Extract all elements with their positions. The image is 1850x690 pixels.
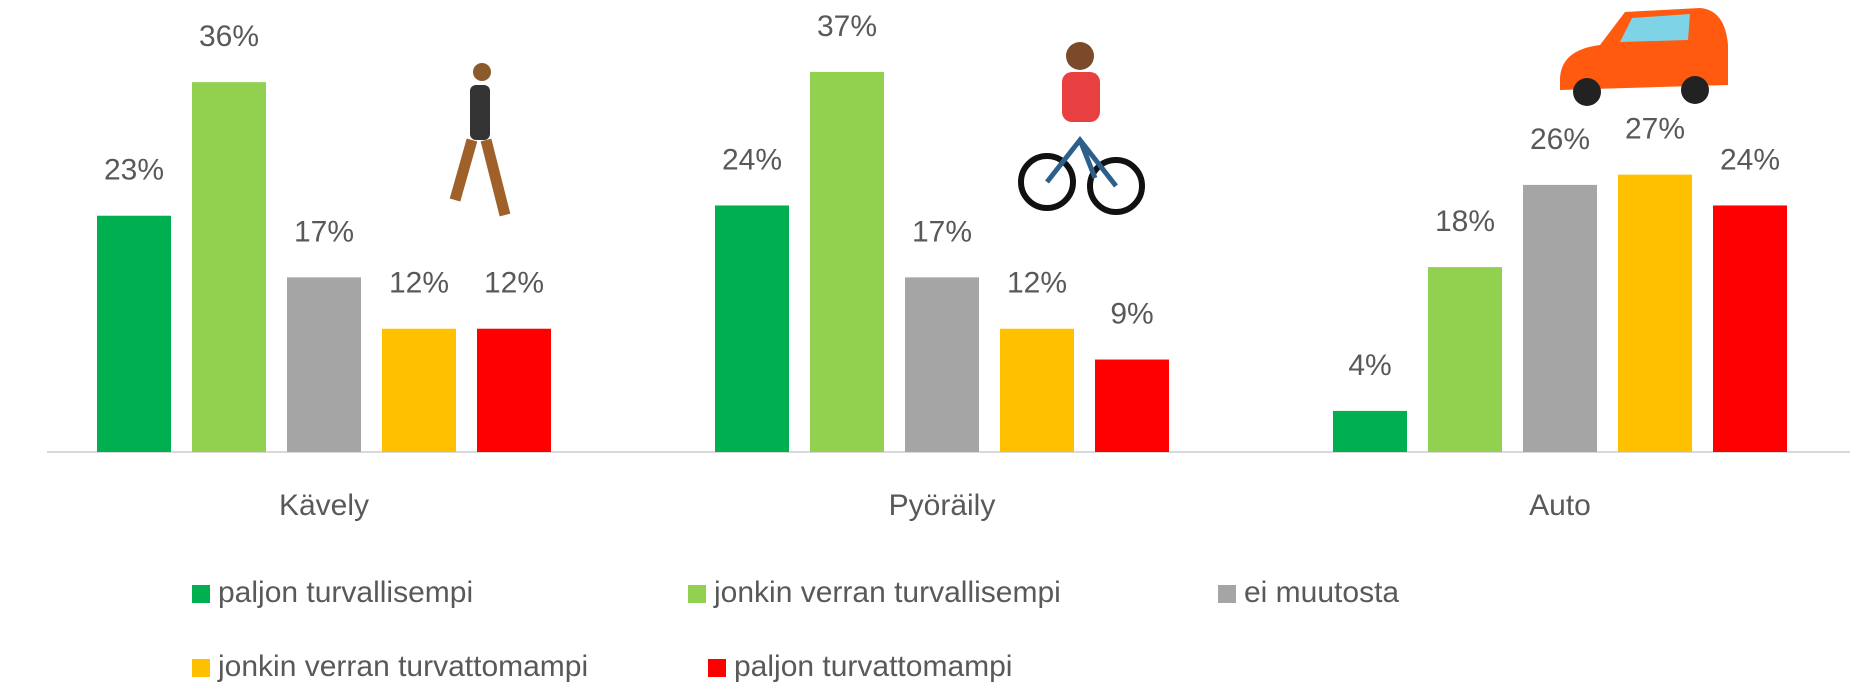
bar bbox=[97, 216, 171, 452]
page: 23% 24% 4% 36% 37% 18% 17% 17% 26% 12% 12% 27% 12% 9%… bbox=[0, 0, 1850, 690]
x-tick-label: Kävely bbox=[279, 489, 369, 522]
data-label: 18% bbox=[1435, 205, 1495, 238]
x-tick-label: Pyöräily bbox=[889, 489, 996, 522]
data-label: 24% bbox=[1720, 143, 1780, 176]
car-icon bbox=[1560, 8, 1728, 106]
chart: 23% 24% 4% 36% 37% 18% 17% 17% 26% 12% 12% 27% 12% 9%… bbox=[0, 0, 1850, 690]
data-label: 9% bbox=[1110, 297, 1153, 330]
data-label: 12% bbox=[484, 267, 544, 300]
bar bbox=[1428, 267, 1502, 452]
legend-swatch bbox=[192, 585, 210, 603]
bar bbox=[1713, 205, 1787, 452]
data-label: 27% bbox=[1625, 113, 1685, 146]
data-label: 24% bbox=[722, 143, 782, 176]
data-label: 23% bbox=[104, 154, 164, 187]
data-label: 4% bbox=[1348, 349, 1391, 382]
bar bbox=[810, 72, 884, 452]
legend-swatch bbox=[1218, 585, 1236, 603]
legend-swatch bbox=[192, 659, 210, 677]
x-tick-label: Auto bbox=[1529, 489, 1591, 522]
cyclist-icon bbox=[1021, 42, 1142, 212]
bar bbox=[287, 277, 361, 452]
bar bbox=[1095, 360, 1169, 452]
data-label: 17% bbox=[294, 215, 354, 248]
bar bbox=[477, 329, 551, 452]
bar bbox=[905, 277, 979, 452]
data-label: 17% bbox=[912, 215, 972, 248]
bar bbox=[192, 82, 266, 452]
data-label: 12% bbox=[389, 267, 449, 300]
legend-swatch bbox=[708, 659, 726, 677]
legend-label: paljon turvattomampi bbox=[734, 650, 1012, 683]
pedestrian-icon bbox=[455, 63, 505, 215]
data-label: 12% bbox=[1007, 267, 1067, 300]
legend-swatch bbox=[688, 585, 706, 603]
legend-label: paljon turvallisempi bbox=[218, 576, 473, 609]
data-label: 36% bbox=[199, 20, 259, 53]
bar bbox=[1000, 329, 1074, 452]
data-label: 37% bbox=[817, 10, 877, 43]
legend-label: jonkin verran turvattomampi bbox=[217, 650, 588, 683]
legend-label: jonkin verran turvallisempi bbox=[713, 576, 1061, 609]
bar bbox=[1523, 185, 1597, 452]
bar bbox=[1618, 175, 1692, 452]
bar bbox=[715, 205, 789, 452]
bar bbox=[382, 329, 456, 452]
legend-label: ei muutosta bbox=[1244, 576, 1399, 609]
data-label: 26% bbox=[1530, 123, 1590, 156]
bar bbox=[1333, 411, 1407, 452]
